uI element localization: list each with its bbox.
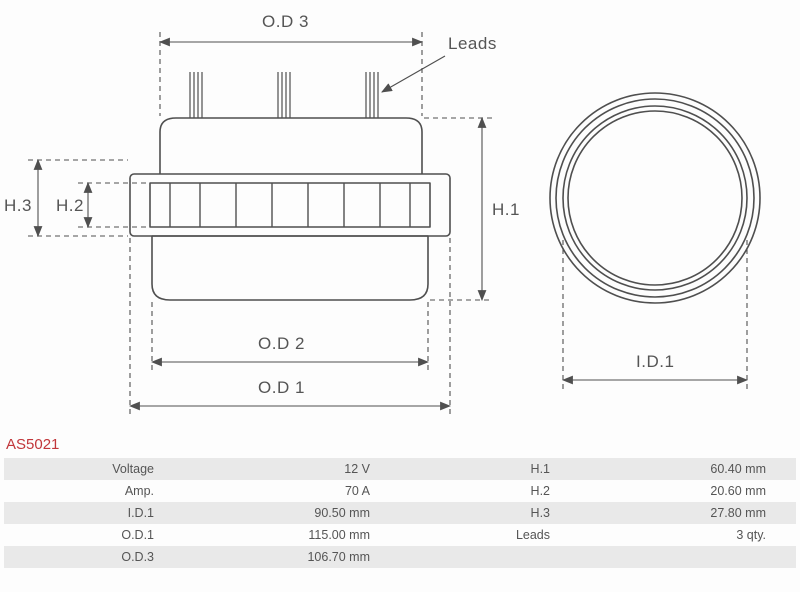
spec-value: 90.50 mm (164, 502, 400, 524)
part-number: AS5021 (6, 436, 59, 453)
spec-value (560, 546, 796, 568)
spec-label: H.2 (400, 480, 560, 502)
spec-value: 27.80 mm (560, 502, 796, 524)
table-row: I.D.1 90.50 mm H.3 27.80 mm (4, 502, 796, 524)
spec-label: O.D.1 (4, 524, 164, 546)
table-row: O.D.1 115.00 mm Leads 3 qty. (4, 524, 796, 546)
spec-label (400, 546, 560, 568)
top-view (550, 93, 760, 303)
spec-label: Leads (400, 524, 560, 546)
technical-diagram: O.D 3 Leads O.D 2 O.D 1 H.1 H.2 H.3 I.D.… (0, 0, 800, 430)
spec-value: 12 V (164, 458, 400, 480)
label-h2: H.2 (56, 196, 84, 216)
label-h1: H.1 (492, 200, 520, 220)
spec-label: O.D.3 (4, 546, 164, 568)
label-od3: O.D 3 (262, 12, 309, 32)
spec-value: 106.70 mm (164, 546, 400, 568)
side-view (130, 72, 450, 300)
label-od1: O.D 1 (258, 378, 305, 398)
spec-value: 20.60 mm (560, 480, 796, 502)
spec-label: H.1 (400, 458, 560, 480)
spec-table: Voltage 12 V H.1 60.40 mm Amp. 70 A H.2 … (4, 458, 796, 568)
table-row: Amp. 70 A H.2 20.60 mm (4, 480, 796, 502)
spec-label: Voltage (4, 458, 164, 480)
diagram-svg (0, 0, 800, 430)
spec-value: 115.00 mm (164, 524, 400, 546)
label-leads: Leads (448, 34, 497, 54)
spec-label: Amp. (4, 480, 164, 502)
spec-value: 60.40 mm (560, 458, 796, 480)
table-row: O.D.3 106.70 mm (4, 546, 796, 568)
table-row: Voltage 12 V H.1 60.40 mm (4, 458, 796, 480)
label-id1: I.D.1 (636, 352, 674, 372)
label-h3: H.3 (4, 196, 32, 216)
spec-value: 3 qty. (560, 524, 796, 546)
spec-label: H.3 (400, 502, 560, 524)
spec-label: I.D.1 (4, 502, 164, 524)
label-od2: O.D 2 (258, 334, 305, 354)
spec-value: 70 A (164, 480, 400, 502)
